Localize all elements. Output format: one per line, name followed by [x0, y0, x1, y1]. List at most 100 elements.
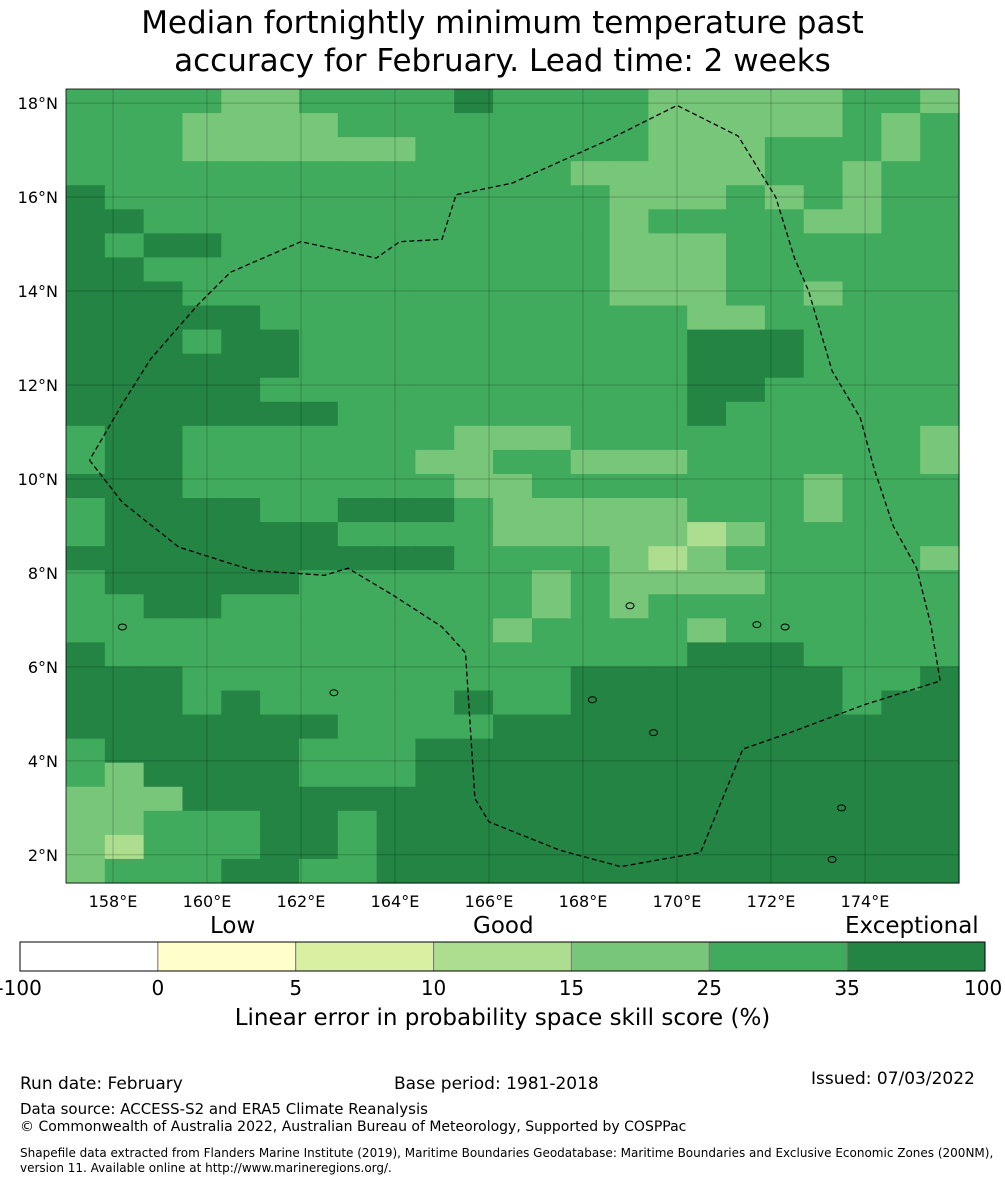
grid-cell: [376, 738, 417, 764]
grid-cell: [143, 666, 184, 692]
grid-cell: [570, 161, 611, 186]
grid-cell: [570, 281, 611, 307]
grid-cell: [298, 233, 339, 259]
grid-cell: [260, 690, 300, 716]
grid-cell: [764, 377, 805, 403]
grid-cell: [298, 329, 339, 355]
grid-cell: [104, 113, 145, 138]
grid-cell: [143, 618, 184, 643]
grid-cell: [260, 522, 300, 547]
grid-cell: [920, 738, 960, 764]
eez-boundary: [88, 104, 941, 868]
grid-cell: [803, 161, 844, 186]
grid-cell: [881, 666, 921, 692]
grid-cell: [687, 89, 727, 114]
grid-cell: [920, 449, 960, 475]
grid-cell: [454, 522, 494, 547]
grid-cell: [104, 473, 145, 499]
grid-cell: [764, 738, 805, 764]
grid-cell: [687, 305, 727, 331]
grid-cell: [221, 377, 261, 403]
grid-cell: [221, 618, 261, 643]
grid-cell: [609, 161, 649, 186]
grid-cell: [881, 113, 921, 138]
grid-cell: [920, 161, 960, 186]
grid-cell: [726, 113, 766, 138]
grid-cell: [143, 449, 184, 475]
island-outline: [837, 804, 846, 812]
grid-cell: [687, 209, 727, 234]
grid-cell: [920, 498, 960, 523]
grid-cell: [221, 834, 261, 860]
grid-cell: [221, 137, 261, 162]
shapefile-credit: Shapefile data extracted from Flanders M…: [20, 1146, 994, 1175]
grid-cell: [570, 522, 611, 547]
grid-cell: [298, 690, 339, 716]
grid-cell: [104, 137, 145, 162]
colorbar-segment: [570, 941, 710, 972]
grid-cell: [337, 473, 378, 499]
grid-cell: [182, 305, 222, 331]
grid-cell: [609, 498, 649, 523]
grid-cell: [726, 185, 766, 210]
grid-cell: [66, 642, 106, 668]
grid-cell: [454, 858, 494, 884]
grid-cell: [143, 137, 184, 162]
grid-cell: [415, 329, 455, 355]
grid-cell: [298, 570, 339, 595]
grid-cell: [803, 257, 844, 283]
grid-cell: [531, 738, 572, 764]
grid-cell: [182, 89, 222, 114]
grid-cell: [609, 738, 649, 764]
grid-cell: [687, 762, 727, 788]
grid-cell: [182, 185, 222, 210]
grid-cell: [687, 714, 727, 740]
grid-cell: [687, 642, 727, 668]
grid-cell: [920, 377, 960, 403]
island-outline: [752, 621, 762, 629]
grid-cell: [182, 498, 222, 523]
grid-cell: [648, 377, 688, 403]
grid-cell: [726, 522, 766, 547]
grid-cell: [881, 642, 921, 668]
grid-cell: [920, 642, 960, 668]
grid-cell: [764, 762, 805, 788]
title-line-1: Median fortnightly minimum temperature p…: [141, 5, 864, 41]
grid-cell: [842, 594, 882, 619]
grid-cell: [298, 546, 339, 571]
grid-cell: [531, 449, 572, 475]
grid-cell: [531, 233, 572, 259]
grid-cell: [803, 762, 844, 788]
grid-cell: [260, 329, 300, 355]
grid-cell: [260, 449, 300, 475]
grid-cell: [570, 498, 611, 523]
grid-cell: [764, 257, 805, 283]
grid-cell: [221, 498, 261, 523]
title-line-2: accuracy for February. Lead time: 2 week…: [174, 43, 831, 79]
lat-tick-label: 16°N: [18, 188, 58, 207]
grid-cell: [648, 137, 688, 162]
grid-cell: [803, 137, 844, 162]
grid-cell: [803, 113, 844, 138]
grid-cell: [648, 858, 688, 884]
grid-cell: [803, 353, 844, 379]
grid-cell: [920, 209, 960, 234]
grid-cell: [881, 89, 921, 114]
grid-cell: [687, 425, 727, 451]
grid-cell: [531, 810, 572, 836]
grid-cell: [842, 425, 882, 451]
grid-cell: [104, 810, 145, 836]
grid-cell: [531, 618, 572, 643]
grid-cell: [337, 570, 378, 595]
grid-cell: [415, 522, 455, 547]
grid-cell: [920, 185, 960, 210]
grid-cell: [66, 209, 106, 234]
grid-cell: [376, 618, 417, 643]
grid-cell: [687, 594, 727, 619]
grid-cell: [182, 714, 222, 740]
grid-cell: [531, 642, 572, 668]
grid-cell: [221, 762, 261, 788]
grid-cell: [376, 570, 417, 595]
grid-cell: [104, 401, 145, 427]
grid-cell: [454, 473, 494, 499]
